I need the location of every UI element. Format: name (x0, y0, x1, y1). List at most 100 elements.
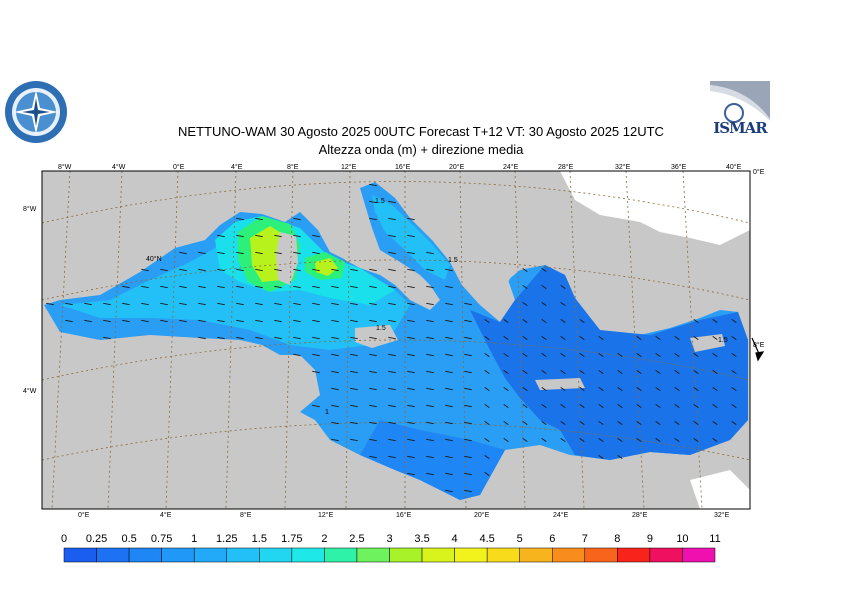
direction-arrow (388, 370, 396, 374)
direction-arrow (636, 369, 642, 375)
direction-arrow (388, 234, 396, 238)
direction-arrow (179, 285, 187, 289)
top-lon-label: 8°E (287, 163, 299, 171)
top-lon-label: 4°W (112, 163, 126, 171)
direction-arrow (198, 285, 206, 289)
direction-arrow (369, 200, 377, 204)
direction-arrow (522, 352, 528, 358)
direction-arrow (541, 352, 547, 358)
direction-arrow (217, 336, 225, 340)
direction-arrow (445, 370, 453, 374)
top-lon-label: 24°E (503, 163, 519, 171)
direction-arrow (636, 403, 642, 409)
direction-arrow (693, 420, 699, 426)
direction-arrow (388, 438, 396, 442)
direction-arrow (274, 251, 282, 255)
colorbar-label: 0.25 (85, 533, 108, 545)
right-lat-label: 8°E (753, 341, 765, 349)
colorbar-swatch (389, 547, 423, 563)
direction-arrow (617, 454, 623, 460)
direction-arrow (464, 438, 472, 442)
direction-arrow (350, 387, 358, 391)
direction-arrow (350, 285, 358, 289)
colorbar-label: 3.5 (414, 533, 430, 545)
colorbar-swatch (682, 547, 716, 563)
inner-lat-label: 40°N (146, 255, 162, 263)
direction-arrow (312, 234, 320, 238)
direction-arrow (560, 301, 566, 307)
direction-arrow (522, 369, 528, 375)
direction-arrow (579, 420, 585, 426)
direction-arrow (522, 267, 528, 273)
colorbar-swatch (259, 547, 293, 563)
direction-arrow (331, 285, 339, 289)
direction-arrow (522, 335, 528, 341)
direction-arrow (141, 302, 149, 306)
direction-arrow (255, 217, 263, 221)
direction-arrow (464, 319, 472, 323)
direction-arrow (484, 403, 490, 409)
direction-arrow (541, 403, 547, 409)
colorbar-swatch (324, 547, 358, 563)
direction-arrow (312, 319, 320, 323)
direction-arrow (541, 420, 547, 426)
direction-arrow (445, 285, 453, 289)
direction-arrow (369, 404, 377, 408)
direction-arrow (255, 302, 263, 306)
direction-arrow (655, 335, 661, 341)
direction-arrow (560, 420, 566, 426)
direction-arrow (445, 336, 453, 340)
direction-arrow (426, 319, 434, 323)
direction-arrow (541, 437, 547, 443)
direction-arrow (426, 421, 434, 425)
direction-arrow (255, 268, 263, 272)
colorbar-label: 6 (549, 533, 556, 545)
direction-arrow (712, 403, 718, 409)
direction-arrow (217, 268, 225, 272)
direction-arrow (331, 268, 339, 272)
direction-arrow (426, 370, 434, 374)
direction-arrow (426, 472, 434, 476)
title-line2: Altezza onda (m) + direzione media (318, 142, 524, 157)
direction-arrow (293, 217, 301, 221)
direction-arrow (236, 319, 244, 323)
direction-arrow (331, 302, 339, 306)
direction-arrow (179, 302, 187, 306)
bottom-lon-label: 0°E (78, 511, 90, 519)
direction-arrow (65, 302, 73, 306)
colorbar-swatch (63, 547, 97, 563)
direction-arrow (274, 319, 282, 323)
direction-arrow (617, 420, 623, 426)
island-crete (535, 378, 585, 390)
colorbar-label: 4 (451, 533, 458, 545)
ismar-logo: ISMAR (708, 79, 772, 143)
colorbar-label: 4.5 (479, 533, 495, 545)
direction-arrow (369, 268, 377, 272)
direction-arrow (598, 454, 604, 460)
direction-arrow (331, 353, 339, 357)
land-north-white (560, 171, 750, 245)
colorbar-swatch (552, 547, 586, 563)
direction-arrow (617, 352, 623, 358)
direction-arrow (598, 420, 604, 426)
direction-arrow (255, 319, 263, 323)
bottom-lon-label: 12°E (318, 511, 334, 519)
direction-arrow (255, 234, 263, 238)
direction-arrow (388, 302, 396, 306)
direction-arrow (445, 438, 453, 442)
direction-arrow (712, 437, 718, 443)
colorbar-label: 5 (516, 533, 523, 545)
direction-arrow (560, 335, 566, 341)
direction-arrow (731, 335, 737, 341)
direction-arrow (655, 352, 661, 358)
direction-arrow (274, 268, 282, 272)
direction-arrow (331, 370, 339, 374)
bottom-lon-label: 8°E (240, 511, 252, 519)
direction-arrow (236, 285, 244, 289)
direction-arrow (731, 386, 737, 392)
direction-arrow (274, 302, 282, 306)
direction-arrow (350, 370, 358, 374)
colorbar-swatch (584, 547, 618, 563)
colorbar-label: 8 (614, 533, 621, 545)
direction-arrow (46, 302, 54, 306)
